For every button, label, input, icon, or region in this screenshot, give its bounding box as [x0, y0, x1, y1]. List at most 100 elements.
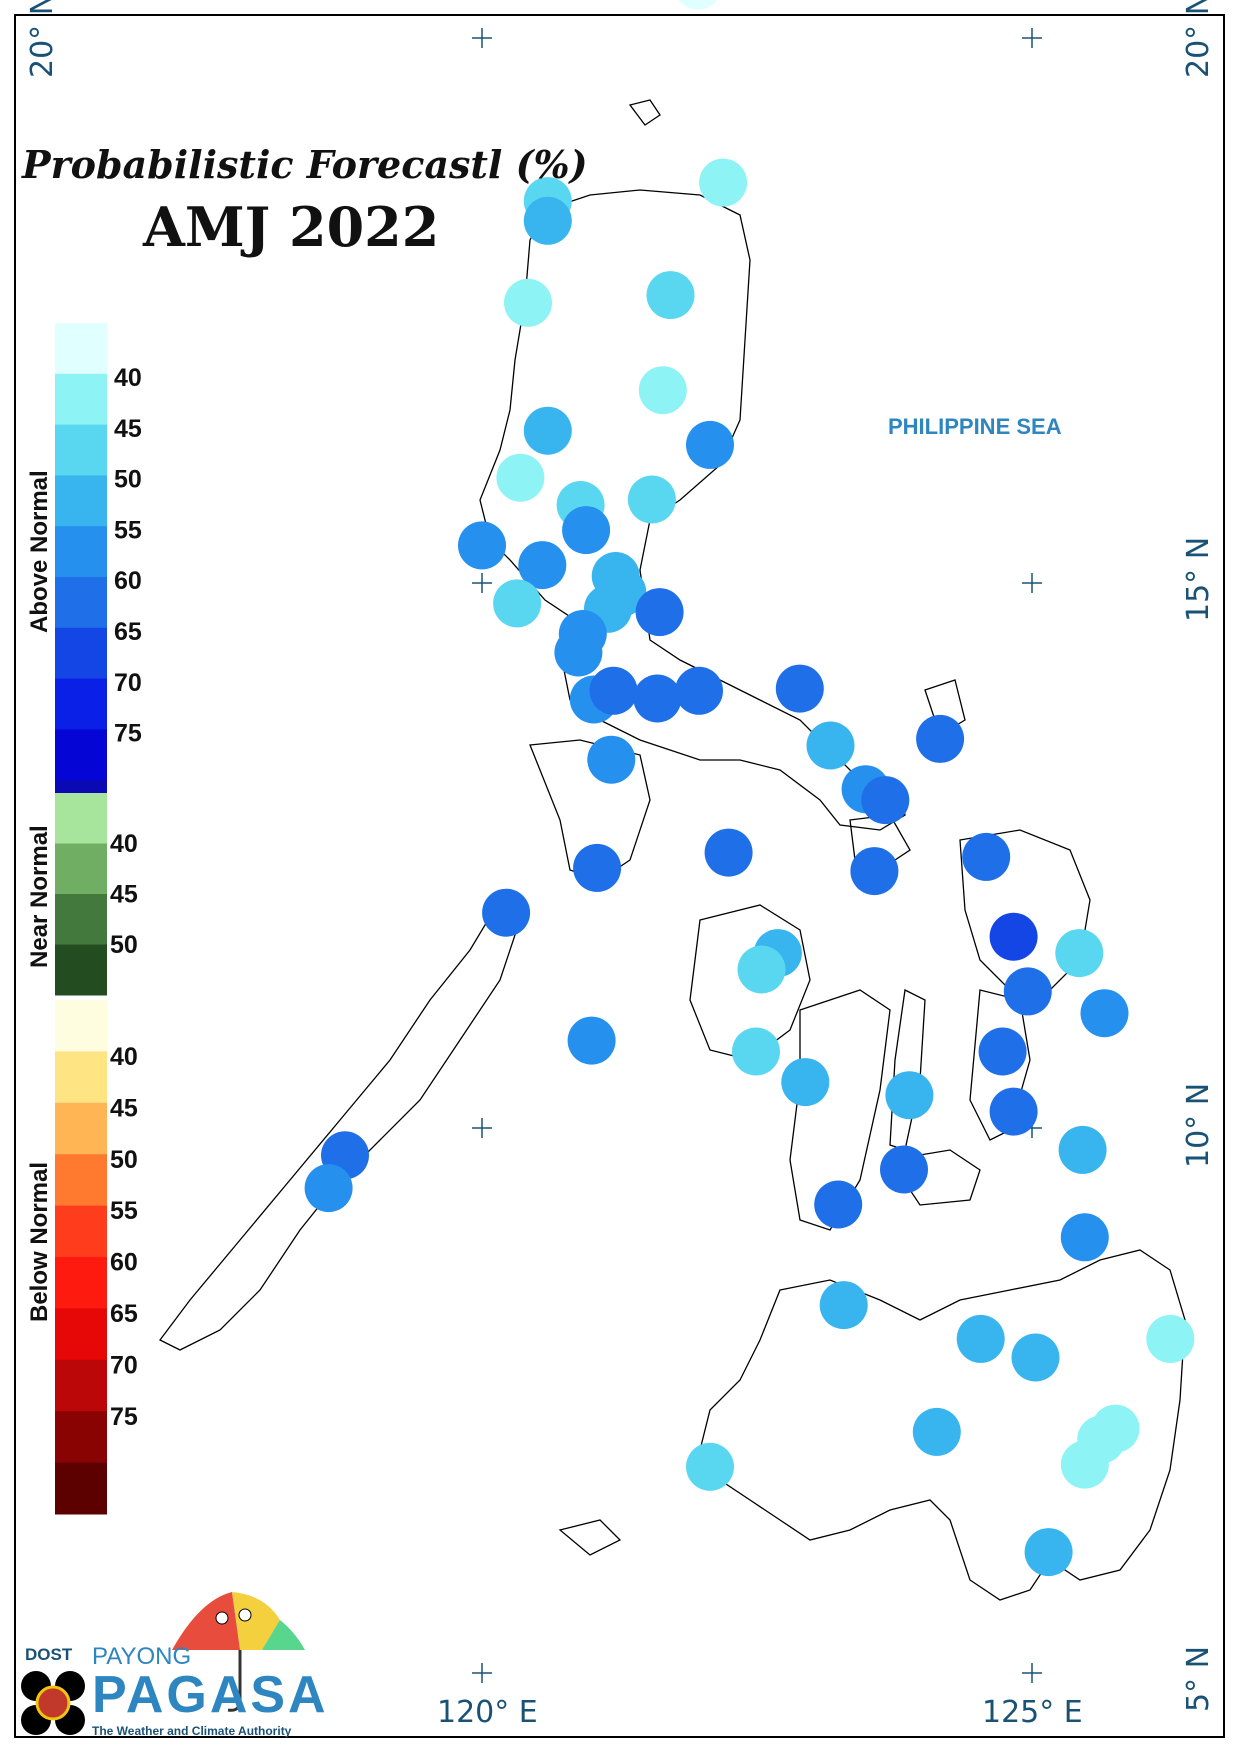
station-dot — [589, 666, 638, 715]
station-dot — [1003, 967, 1052, 1016]
luzon-outline — [479, 189, 906, 831]
legend-swatch — [55, 424, 107, 476]
station-dot — [496, 453, 545, 502]
legend-tick-label: 75 — [114, 720, 142, 748]
station-dot — [1060, 1213, 1109, 1262]
station-dot — [635, 588, 684, 637]
babuyan-outline — [628, 99, 661, 126]
palawan-outline — [159, 898, 521, 1351]
station-dot — [732, 1027, 780, 1076]
map-title: Probabilistic Forecastl (%) — [21, 142, 588, 187]
legend-swatch — [55, 577, 107, 629]
legend-swatch — [55, 1462, 107, 1515]
lon-label-125: 125° E — [982, 1695, 1083, 1730]
station-dot — [573, 843, 622, 892]
station-dot — [861, 776, 910, 825]
legend-tick-label: 70 — [110, 1351, 138, 1379]
station-dot — [737, 945, 786, 994]
legend-tick-label: 75 — [110, 1403, 138, 1431]
station-dot — [806, 721, 855, 770]
station-dot — [850, 847, 899, 896]
station-dot — [304, 1164, 353, 1213]
station-dot — [962, 832, 1011, 881]
legend-swatch — [55, 1000, 107, 1052]
station-dot — [1060, 1440, 1109, 1489]
station-dot — [554, 628, 603, 677]
station-dot — [633, 674, 682, 723]
station-dot — [814, 1180, 863, 1229]
station-dot — [989, 1087, 1038, 1136]
legend-tick-label: 50 — [110, 1146, 138, 1174]
legend-swatch — [55, 526, 107, 578]
lat-label-20-left: 20° N — [25, 0, 60, 78]
legend-tick-label: 40 — [114, 364, 142, 392]
lat-label-5: 5° N — [1181, 1646, 1216, 1712]
map-season: AMJ 2022 — [142, 195, 439, 259]
dost-seal-icon — [21, 1671, 85, 1735]
legend-swatch — [55, 1154, 107, 1207]
legend-tick-label: 45 — [114, 415, 142, 443]
legend-tick-label: 70 — [114, 669, 142, 697]
legend-tick-label: 60 — [110, 1249, 138, 1277]
station-dot — [956, 1314, 1005, 1363]
legend-tick-label: 55 — [110, 1197, 138, 1225]
legend-swatch — [55, 894, 107, 945]
panay-outline — [689, 904, 811, 1061]
station-dot — [704, 828, 753, 877]
station-dot — [523, 406, 572, 455]
station-markers — [304, 0, 1195, 1577]
legend-swatch — [55, 678, 107, 730]
legend-tick-label: 40 — [110, 1043, 138, 1071]
station-dot — [523, 196, 572, 245]
station-dot — [686, 1442, 734, 1491]
coastline-outlines — [159, 99, 1186, 1601]
legend-tick-label: 55 — [114, 516, 142, 544]
station-dot — [567, 1016, 616, 1065]
legend-swatch — [55, 1051, 107, 1104]
samar-outline — [959, 829, 1091, 991]
station-dot — [493, 579, 542, 628]
station-dot — [562, 506, 611, 555]
station-dot — [458, 521, 506, 570]
sea-label: PHILIPPINE SEA — [888, 414, 1062, 439]
legend-swatch — [55, 373, 107, 426]
legend-tick-label: 45 — [110, 1094, 138, 1122]
station-dot — [1058, 1125, 1107, 1174]
legend-swatch — [55, 1359, 107, 1412]
legend-tick-label: 60 — [114, 567, 142, 595]
svg-text:DOST: DOST — [25, 1645, 73, 1664]
station-dot — [646, 271, 695, 320]
station-dot — [504, 278, 552, 327]
station-dot — [1055, 929, 1104, 978]
svg-text:The Weather and Climate Author: The Weather and Climate Authority — [92, 1724, 292, 1738]
legend-above-normal: 40 45 50 55 60 65 70 75 — [55, 323, 142, 832]
station-dot — [518, 541, 567, 590]
legend-near-normal: 40 45 50 — [55, 793, 138, 996]
lat-label-15: 15° N — [1181, 537, 1216, 622]
svg-text:PAGASA: PAGASA — [92, 1666, 329, 1724]
station-dot — [880, 1145, 928, 1194]
legend-label-near-normal: Near Normal — [26, 825, 53, 968]
legend-swatch — [55, 475, 107, 527]
legend-swatch — [55, 843, 107, 895]
lat-label-20-right: 20° N — [1181, 0, 1216, 78]
legend-tick-label: 40 — [110, 830, 138, 858]
legend-tick-label: 65 — [114, 618, 142, 646]
station-dot — [678, 0, 718, 10]
legend-tick-label: 65 — [110, 1300, 138, 1328]
station-dot — [638, 366, 687, 415]
station-dot — [819, 1281, 868, 1330]
station-dot — [912, 1407, 961, 1456]
station-dot — [1146, 1314, 1195, 1363]
legend-swatch — [55, 1205, 107, 1258]
legend-swatch — [55, 793, 107, 844]
bohol-outline — [888, 1149, 981, 1206]
station-dot — [885, 1071, 934, 1120]
legend-tick-label: 50 — [110, 931, 138, 959]
station-dot — [1011, 1333, 1060, 1382]
station-dot — [675, 666, 723, 715]
legend-swatch — [55, 1411, 107, 1464]
station-dot — [686, 420, 734, 469]
lat-label-10: 10° N — [1181, 1083, 1216, 1168]
